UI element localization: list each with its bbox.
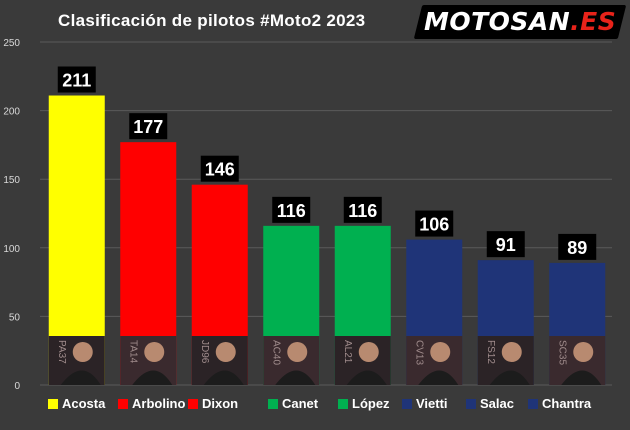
data-label-box xyxy=(343,196,382,223)
rider-body xyxy=(489,370,530,385)
data-label: 89 xyxy=(567,238,587,258)
rider-face xyxy=(72,342,93,362)
rider-face xyxy=(287,342,308,362)
rider-face xyxy=(430,342,451,362)
rider-number: FS12 xyxy=(485,340,496,364)
data-label-box xyxy=(272,196,311,223)
data-label: 116 xyxy=(348,201,377,221)
chart-title: Clasificación de pilotos #Moto2 2023 xyxy=(58,11,366,30)
legend-label: Vietti xyxy=(416,396,448,411)
legend-swatch xyxy=(466,399,476,409)
rider-face xyxy=(358,342,379,362)
rider-number: TA14 xyxy=(127,340,138,364)
y-tick-label: 250 xyxy=(3,38,20,49)
rider-body xyxy=(561,370,602,385)
data-label-box xyxy=(57,66,96,93)
data-label: 116 xyxy=(277,201,306,221)
rider-number: CV13 xyxy=(413,340,424,365)
data-label: 146 xyxy=(205,160,235,180)
rider-body xyxy=(203,370,244,385)
legend-swatch xyxy=(528,399,538,409)
legend-label: Dixon xyxy=(202,396,238,411)
legend-swatch xyxy=(188,399,198,409)
y-tick-label: 100 xyxy=(3,244,20,255)
rider-number: PA37 xyxy=(56,340,67,364)
legend-label: Canet xyxy=(282,396,319,411)
rider-number: SC35 xyxy=(556,340,567,365)
rider-face xyxy=(215,342,236,362)
legend-label: López xyxy=(352,396,390,411)
legend-swatch xyxy=(118,399,128,409)
data-label: 177 xyxy=(133,117,163,137)
rider-face xyxy=(501,342,522,362)
legend-swatch xyxy=(402,399,412,409)
legend-label: Chantra xyxy=(542,396,592,411)
data-label-box xyxy=(415,210,454,237)
rider-number: AL21 xyxy=(342,340,353,364)
legend-label: Arbolino xyxy=(132,396,185,411)
motosan-logo: MOTOSAN.ES xyxy=(413,5,627,39)
legend-label: Salac xyxy=(480,396,514,411)
legend-label: Acosta xyxy=(62,396,106,411)
rider-body xyxy=(60,370,101,385)
data-label-box xyxy=(129,113,168,140)
rider-number: AC40 xyxy=(270,340,281,365)
data-label: 91 xyxy=(496,235,516,255)
legend-swatch xyxy=(268,399,278,409)
logo-text: MOTOSAN xyxy=(423,7,571,36)
y-tick-label: 200 xyxy=(3,107,20,118)
rider-body xyxy=(418,370,459,385)
y-tick-label: 150 xyxy=(3,175,20,186)
legend-swatch xyxy=(338,399,348,409)
rider-body xyxy=(132,370,173,385)
logo-tld: .ES xyxy=(570,7,617,36)
rider-body xyxy=(275,370,316,385)
data-label-box xyxy=(486,231,525,258)
y-tick-label: 50 xyxy=(9,312,21,323)
data-label-box xyxy=(200,155,239,182)
rider-body xyxy=(346,370,387,385)
data-label-box xyxy=(558,233,597,260)
data-label: 211 xyxy=(62,71,91,91)
data-label: 106 xyxy=(419,215,449,235)
rider-face xyxy=(573,342,594,362)
y-tick-label: 0 xyxy=(14,381,20,392)
legend-swatch xyxy=(48,399,58,409)
rider-face xyxy=(144,342,165,362)
rider-number: JD96 xyxy=(199,340,210,364)
